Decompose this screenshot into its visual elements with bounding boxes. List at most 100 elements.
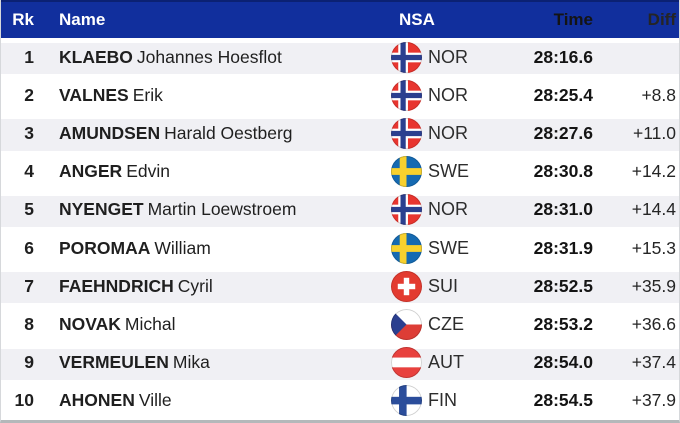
athlete-last-name: KLAEBO	[59, 46, 133, 67]
athlete-first-name: Harald Oestberg	[164, 122, 293, 143]
time-value: 28:25.4	[533, 84, 593, 105]
table-row[interactable]: 8 NOVAK Michal CZE 28:53.2 +36.6	[1, 305, 679, 344]
nsa-code: NOR	[428, 199, 468, 220]
athlete-first-name: William	[154, 237, 211, 258]
nor-flag-icon	[391, 194, 422, 226]
rank-value: 8	[24, 313, 34, 334]
time-value: 28:16.6	[533, 46, 593, 67]
diff-value: +8.8	[641, 84, 676, 105]
athlete-first-name: Erik	[132, 84, 163, 105]
nsa-code: SWE	[428, 161, 470, 182]
diff-value: +36.6	[631, 313, 676, 334]
table-row[interactable]: 7 FAEHNDRICH Cyril SUI 28:52.5 +35.9	[1, 267, 679, 306]
athlete-name: FAEHNDRICH Cyril	[47, 276, 391, 297]
rank-value: 3	[24, 122, 34, 143]
nor-flag-icon	[391, 79, 422, 111]
time-value: 28:54.5	[533, 390, 593, 411]
athlete-first-name: Mika	[172, 352, 210, 373]
athlete-name: KLAEBO Johannes Hoesflot	[47, 47, 391, 68]
table-row[interactable]: 3 AMUNDSEN Harald Oestberg NOR 28:27.6 +1…	[1, 114, 679, 153]
table-row[interactable]: 6 POROMAA William SWE 28:31.9 +15.3	[1, 228, 679, 268]
rank-value: 1	[24, 46, 34, 67]
nsa-code: NOR	[428, 122, 468, 143]
nsa-code: AUT	[428, 352, 464, 373]
cze-flag-icon	[391, 308, 422, 340]
table-row[interactable]: 10 AHONEN Ville FIN 28:54.5 +37.9	[1, 381, 679, 420]
nsa-cell: CZE	[391, 308, 526, 340]
nsa-code: SWE	[428, 237, 470, 258]
rank-value: 6	[24, 237, 34, 258]
athlete-name: AHONEN Ville	[47, 390, 391, 411]
nsa-code: FIN	[428, 390, 457, 411]
athlete-last-name: POROMAA	[59, 237, 151, 258]
nsa-cell: SUI	[391, 270, 526, 302]
athlete-first-name: Michal	[124, 313, 176, 334]
athlete-last-name: NYENGET	[59, 199, 144, 220]
nsa-code: NOR	[428, 46, 468, 67]
athlete-name: NYENGET Martin Loewstroem	[47, 199, 391, 220]
athlete-last-name: FAEHNDRICH	[59, 275, 174, 296]
nsa-cell: FIN	[391, 385, 526, 417]
nor-flag-icon	[391, 117, 422, 149]
table-row[interactable]: 4 ANGER Edvin SWE 28:30.8 +14.2	[1, 152, 679, 191]
nsa-code: CZE	[428, 313, 464, 334]
athlete-name: AMUNDSEN Harald Oestberg	[47, 123, 391, 144]
table-header-row: Rk Name NSA Time Diff	[1, 0, 679, 38]
rank-value: 10	[14, 390, 34, 411]
table-row[interactable]: 5 NYENGET Martin Loewstroem NOR 28:31.0 +…	[1, 190, 679, 229]
athlete-name: POROMAA William	[47, 238, 391, 259]
diff-value: +35.9	[631, 275, 676, 296]
swe-flag-icon	[391, 156, 422, 188]
aut-flag-icon	[391, 347, 422, 379]
athlete-first-name: Martin Loewstroem	[147, 199, 297, 220]
swe-flag-icon	[391, 232, 422, 264]
time-value: 28:31.0	[533, 199, 593, 220]
header-time: Time	[553, 10, 593, 29]
athlete-name: ANGER Edvin	[47, 161, 391, 182]
nsa-cell: NOR	[391, 79, 526, 111]
diff-value: +37.9	[631, 390, 676, 411]
nor-flag-icon	[391, 41, 422, 73]
nsa-cell: NOR	[391, 41, 526, 73]
table-row[interactable]: 1 KLAEBO Johannes Hoesflot NOR 28:16.6	[1, 38, 679, 77]
athlete-last-name: VALNES	[59, 84, 129, 105]
time-value: 28:53.2	[533, 313, 593, 334]
nsa-code: SUI	[428, 275, 459, 296]
athlete-last-name: AMUNDSEN	[59, 122, 161, 143]
rank-value: 4	[24, 161, 34, 182]
nsa-cell: AUT	[391, 347, 526, 379]
diff-value: +14.4	[631, 199, 676, 220]
diff-value: +37.4	[631, 352, 676, 373]
nsa-code: NOR	[428, 84, 468, 105]
rank-value: 7	[24, 275, 34, 296]
nsa-cell: SWE	[391, 156, 526, 188]
athlete-last-name: NOVAK	[59, 313, 121, 334]
time-value: 28:31.9	[533, 237, 593, 258]
athlete-name: VALNES Erik	[47, 85, 391, 106]
rank-value: 9	[24, 352, 34, 373]
header-nsa: NSA	[399, 10, 435, 29]
table-body: 1 KLAEBO Johannes Hoesflot NOR 28:16.6 2 …	[1, 38, 679, 420]
nsa-cell: NOR	[391, 194, 526, 226]
athlete-first-name: Cyril	[177, 275, 213, 296]
diff-value: +15.3	[631, 237, 676, 258]
athlete-last-name: AHONEN	[59, 390, 135, 411]
time-value: 28:27.6	[533, 122, 593, 143]
athlete-last-name: VERMEULEN	[59, 352, 169, 373]
sui-flag-icon	[391, 270, 422, 302]
time-value: 28:52.5	[533, 275, 593, 296]
table-row[interactable]: 2 VALNES Erik NOR 28:25.4 +8.8	[1, 76, 679, 115]
diff-value: +14.2	[631, 161, 676, 182]
athlete-first-name: Edvin	[126, 161, 170, 182]
header-rk: Rk	[12, 10, 34, 29]
header-name: Name	[59, 10, 106, 29]
header-diff: Diff	[647, 10, 676, 29]
table-row[interactable]: 9 VERMEULEN Mika AUT 28:54.0 +37.4	[1, 343, 679, 382]
nsa-cell: NOR	[391, 117, 526, 149]
rank-value: 2	[24, 84, 34, 105]
time-value: 28:54.0	[533, 352, 593, 373]
time-value: 28:30.8	[533, 161, 593, 182]
athlete-name: NOVAK Michal	[47, 314, 391, 335]
athlete-first-name: Johannes Hoesflot	[136, 46, 282, 67]
